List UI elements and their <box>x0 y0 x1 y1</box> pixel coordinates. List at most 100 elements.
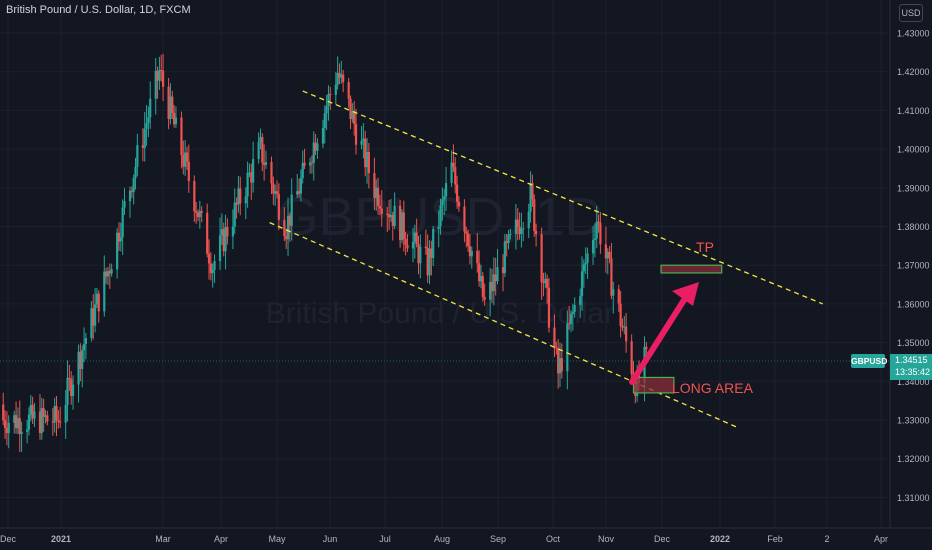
candle-body <box>568 323 571 325</box>
candle-body <box>103 271 106 312</box>
candle-body <box>362 138 365 141</box>
candle-body <box>338 72 341 78</box>
candle-body <box>411 241 415 249</box>
currency-button[interactable]: USD <box>899 4 923 22</box>
channel-lower-line <box>269 222 739 429</box>
candle-body <box>400 212 404 241</box>
candle-body <box>156 70 159 81</box>
candle-body <box>90 308 93 339</box>
candle-body <box>31 404 34 419</box>
candle-body <box>171 96 174 113</box>
candle-body <box>327 94 330 107</box>
candle-body <box>231 226 235 237</box>
candle-body <box>365 152 369 168</box>
candle-body <box>97 293 100 312</box>
x-tick-label: Jul <box>379 534 391 544</box>
candle-body <box>119 237 122 242</box>
candle-body <box>128 190 132 202</box>
candle-body <box>3 420 7 428</box>
candle-body <box>187 161 190 182</box>
candle-body <box>586 253 589 263</box>
candle-body <box>610 258 613 296</box>
candle-body <box>404 238 407 245</box>
candle-body <box>297 191 301 194</box>
candle-body <box>220 229 223 236</box>
symbol-price-label: GBPUSD <box>851 354 888 368</box>
candle-body <box>235 202 238 205</box>
candle-body <box>185 152 189 162</box>
candle-body <box>402 212 405 239</box>
candle-body <box>29 404 32 415</box>
candle-body <box>617 289 620 304</box>
candle-body <box>53 405 56 423</box>
candle-body <box>391 215 394 226</box>
candle-body <box>454 167 457 185</box>
candle-body <box>161 70 165 87</box>
candle-body <box>452 162 455 168</box>
y-tick-label: 1.34000 <box>897 377 930 387</box>
candle-body <box>468 246 472 257</box>
candle-body <box>522 228 525 230</box>
candle-body <box>130 190 133 193</box>
candle-body <box>195 211 198 213</box>
candle-body <box>593 238 596 240</box>
candle-body <box>389 215 393 218</box>
candle-body <box>303 162 306 166</box>
current-price-value: 1.34515 <box>895 355 928 365</box>
candle-body <box>544 278 547 284</box>
tp-label: TP <box>696 239 714 255</box>
candle-body <box>558 358 562 374</box>
candle-body <box>553 327 556 348</box>
channel-upper-line <box>302 90 823 305</box>
candle-body <box>173 112 176 125</box>
candle-body <box>490 281 494 292</box>
candle-body <box>373 173 376 199</box>
candle-body <box>26 429 29 432</box>
candle-body <box>5 427 8 434</box>
candle-body <box>286 215 290 240</box>
candle-body <box>244 196 247 204</box>
candle-body <box>470 250 473 257</box>
y-tick-label: 1.38000 <box>897 222 930 232</box>
candle-body <box>82 343 86 350</box>
candle-body <box>354 124 358 145</box>
candle-body <box>501 267 505 274</box>
candle-body <box>505 241 508 244</box>
candle-body <box>314 142 317 151</box>
candle-body <box>222 229 225 252</box>
candle-body <box>57 420 60 422</box>
candle-body <box>211 269 214 274</box>
x-tick-label: Aug <box>434 534 450 544</box>
candle-body <box>79 351 82 369</box>
candle-body <box>534 230 538 235</box>
candle-body <box>7 422 10 434</box>
candle-body <box>33 411 36 419</box>
candle-body <box>218 235 222 261</box>
candle-body <box>196 212 200 218</box>
candle-body <box>51 421 54 423</box>
x-tick-label: Nov <box>598 534 615 544</box>
x-tick-label: May <box>268 534 286 544</box>
candle-body <box>342 74 345 83</box>
candle-body <box>308 162 312 166</box>
x-tick-label: Apr <box>874 534 888 544</box>
candle-body <box>299 178 302 194</box>
x-tick-label: Sep <box>490 534 506 544</box>
candle-body <box>325 106 328 114</box>
y-tick-label: 1.36000 <box>897 299 930 309</box>
candle-body <box>608 251 611 259</box>
candle-body <box>349 98 352 120</box>
x-tick-label: Mar <box>155 534 171 544</box>
candle-body <box>261 137 264 163</box>
candle-body <box>27 414 31 430</box>
candle-body <box>264 162 268 165</box>
candle-body <box>68 377 71 380</box>
candle-body <box>386 213 389 215</box>
candle-body <box>604 244 608 259</box>
candle-body <box>489 281 492 300</box>
candle-body <box>250 172 253 183</box>
candle-body <box>351 111 354 120</box>
candle-body <box>14 415 18 429</box>
candle-body <box>599 222 602 245</box>
